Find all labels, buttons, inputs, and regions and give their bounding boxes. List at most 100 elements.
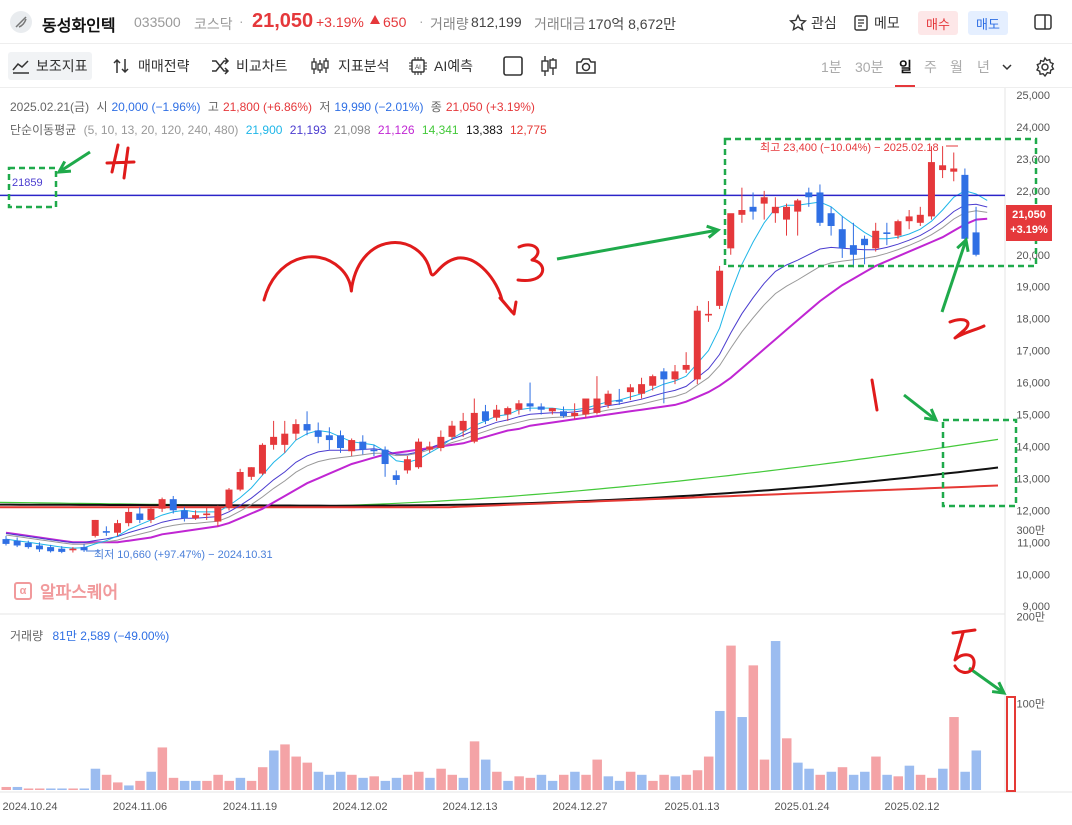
strategy-button[interactable]: 매매전략 [108,52,194,80]
volume-bar [726,645,736,790]
volume-bar [68,788,78,790]
annotation-arrow-2 [940,239,968,313]
volume-bar [57,788,67,790]
settings-button[interactable] [1034,56,1056,83]
period-day[interactable]: 일 [899,59,912,75]
handwritten-5 [953,631,976,674]
watermark: α 알파스퀘어 [14,578,118,603]
close-value: 21,050 (+3.19%) [445,100,535,114]
candle-body [192,515,200,519]
volume-bar [614,780,625,790]
ma10-line [5,203,988,544]
current-price-badge: 21,050 +3.19% [1006,205,1052,241]
candle-body [626,387,634,393]
annotation-box-3 [723,137,1038,268]
sell-button[interactable]: 매도 [968,11,1008,35]
volume-bar [358,777,368,790]
volume-bar [637,774,647,790]
candle-body [459,420,467,431]
volume-bar [469,741,480,790]
volume-bar [313,771,324,790]
price-tick-label: 18,000 [1016,314,1050,326]
volume-bar [447,774,457,790]
volume-bar [113,782,123,790]
volume-bar [324,774,335,790]
square-tool-button[interactable] [498,52,534,80]
period-month[interactable]: 월 [950,59,963,75]
up-arrow-icon [370,15,380,24]
period-1min[interactable]: 1분 [821,59,842,75]
candle-body [258,444,266,474]
ma240-value: 13,383 [465,123,503,137]
price-tick-label: 20,000 [1016,250,1050,262]
volume-tick-label: 100만 [1017,697,1045,710]
camera-icon [576,58,596,74]
chart-toolbar: 보조지표 매매전략 비교차트 지표분석 AI AI예측 1분 30분 일 [0,44,1072,88]
volume-bar [670,776,680,790]
candle-body [638,384,646,394]
ma5-value: 21,900 [245,123,283,137]
candle-body [894,221,902,236]
volume-bar [804,768,814,790]
ma-info-line: 단순이동평균 (5, 10, 13, 20, 120, 240, 480) 21… [10,121,551,138]
trade-amount-label: 거래대금 [534,16,586,32]
period-dropdown[interactable] [1001,59,1013,75]
date-tick-label: 2024.12.02 [332,801,387,813]
separator: · [419,13,424,29]
date-tick-label: 2025.01.24 [774,801,829,813]
annotation-box-5 [1006,696,1016,792]
analysis-button[interactable]: 지표분석 [306,52,394,80]
volume-bar [659,774,669,790]
handwritten-2 [948,318,986,340]
price-tick-label: 11,000 [1017,537,1050,549]
candle-body [58,548,66,552]
selected-period-underline [895,85,915,87]
volume-bar [882,774,892,790]
volume-bar [191,780,201,790]
price-tick-label: 24,000 [1016,122,1050,134]
period-year[interactable]: 년 [977,59,990,75]
candle-body [303,424,311,431]
candle-body [671,371,679,380]
candle-body [972,232,980,255]
candle-body [426,446,434,450]
price-tick-label: 10,000 [1016,569,1050,581]
indicators-button[interactable]: 보조지표 [8,52,92,80]
stock-header: 동성화인텍 033500 코스닥 · 21,050 +3.19% 650 · 거… [0,0,1072,44]
candle-type-button[interactable] [535,52,569,80]
price-tick-label: 12,000 [1016,505,1050,517]
buy-button[interactable]: 매수 [918,11,958,35]
volume-bar [79,788,90,790]
date-tick-label: 2025.02.12 [884,801,939,813]
side-panel-icon[interactable] [1033,12,1053,37]
candle-body [448,425,456,437]
memo-button[interactable]: 메모 [852,11,900,35]
volume-bar [603,776,614,790]
ai-predict-button[interactable]: AI AI예측 [404,52,477,80]
volume-bar [926,777,937,790]
screenshot-button[interactable] [571,52,607,80]
compare-button[interactable]: 비교차트 [206,52,292,80]
period-week[interactable]: 주 [924,59,937,75]
candle-body [481,411,489,421]
volume-bar [748,665,759,790]
watch-button[interactable]: 관심 [789,11,837,35]
period-30min[interactable]: 30분 [855,59,884,75]
ma13-value: 21,098 [333,123,371,137]
open-value: 20,000 (−1.96%) [111,100,201,114]
candle-body [203,513,211,516]
candle-body [827,213,835,226]
high-price-label: 최고 23,400 (−10.04%) − 2025.02.18 [760,142,939,154]
candle-body [415,441,423,468]
volume-bar [347,774,357,790]
candle-body [214,507,222,522]
low-value: 19,990 (−2.01%) [334,100,424,114]
volume-bar [101,774,112,790]
candle-body [649,376,657,386]
badge-price: 21,050 [1012,209,1046,221]
volume-value: 812,199 [471,14,522,30]
candle-body [270,436,278,445]
volume-bar [492,771,502,790]
volume-bar [815,774,825,790]
